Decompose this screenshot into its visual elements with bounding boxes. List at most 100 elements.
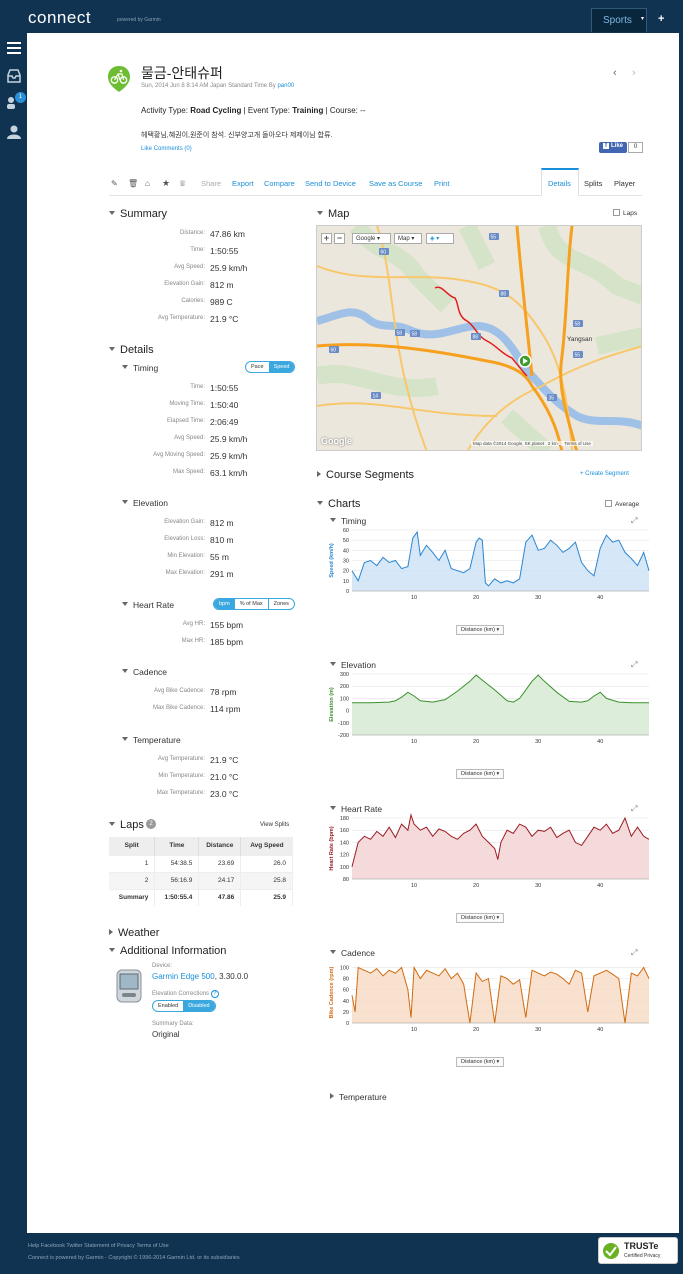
- help-icon[interactable]: ?: [210, 990, 219, 998]
- trash-icon[interactable]: 🗑: [128, 179, 139, 188]
- elevation-subheader[interactable]: Elevation: [122, 498, 168, 508]
- table-row-summary[interactable]: Summary 1:50:55.4 47.86 25.9: [109, 888, 293, 906]
- zoom-out-button[interactable]: −: [334, 233, 345, 244]
- distance-axis-select[interactable]: Distance (km) ▾: [456, 1057, 505, 1067]
- expand-chart-icon[interactable]: ⤢: [631, 804, 638, 813]
- send-to-device-button[interactable]: Send to Device: [305, 179, 356, 188]
- timing-subheader[interactable]: Timing: [122, 363, 158, 373]
- export-button[interactable]: Export: [232, 179, 254, 188]
- expand-chart-icon[interactable]: ⤢: [631, 660, 638, 669]
- pace-option[interactable]: Pace: [251, 364, 264, 370]
- footer-links[interactable]: Help Facebook Twitter Statement of Priva…: [28, 1243, 169, 1249]
- activity-type[interactable]: Road Cycling: [190, 106, 242, 115]
- zones-option[interactable]: Zones: [273, 601, 289, 607]
- stat-label: Max Temperature:: [156, 790, 205, 796]
- compare-button[interactable]: Compare: [264, 179, 295, 188]
- speed-option[interactable]: Speed: [268, 362, 295, 372]
- disabled-option[interactable]: Disabled: [183, 1001, 215, 1011]
- chart-2[interactable]: 80 100 120 140 160 180 10 20 30 40 Heart Rate (bpm…: [325, 794, 655, 919]
- distance-axis-select[interactable]: Distance (km) ▾: [456, 625, 505, 635]
- map-header[interactable]: Map: [317, 208, 349, 220]
- connect-logo[interactable]: connect: [28, 8, 92, 27]
- distance-axis-select[interactable]: Distance (km) ▾: [456, 769, 505, 779]
- charts-header[interactable]: Charts: [317, 498, 360, 510]
- average-checkbox[interactable]: Average: [605, 500, 639, 508]
- user-link[interactable]: pan00: [277, 83, 295, 89]
- laps-header[interactable]: Laps: [109, 819, 144, 831]
- course-segments-header[interactable]: Course Segments: [317, 469, 414, 481]
- comments-link[interactable]: Comments (0): [153, 146, 192, 152]
- x-tick-label: 30: [535, 739, 541, 745]
- sports-menu-button[interactable]: Sports: [591, 8, 647, 32]
- device-link[interactable]: Garmin Edge 500: [152, 972, 215, 981]
- course-value[interactable]: --: [360, 106, 366, 115]
- additional-info-header[interactable]: Additional Information: [109, 945, 226, 957]
- trophy-icon[interactable]: ♕: [179, 179, 187, 188]
- expand-chart-icon[interactable]: ⤢: [631, 516, 638, 525]
- google-layer-select[interactable]: Google ▾: [352, 233, 391, 244]
- share-button[interactable]: Share: [201, 179, 222, 188]
- stat-label: Avg Speed:: [174, 435, 205, 441]
- column-header[interactable]: Time: [154, 837, 200, 855]
- temperature-subheader[interactable]: Temperature: [122, 735, 181, 745]
- map-canvas[interactable]: Yangsan 55 60 58 55 88 35 60 88 14 58 58: [317, 226, 642, 451]
- truste-badge[interactable]: TRUSTe Certified Privacy: [598, 1237, 678, 1264]
- weather-header[interactable]: Weather: [109, 927, 159, 939]
- next-activity-icon[interactable]: ›: [632, 67, 636, 79]
- chevron-down-icon[interactable]: ▾: [641, 16, 645, 22]
- column-header[interactable]: Split: [109, 837, 156, 855]
- save-as-course-button[interactable]: Save as Course: [369, 179, 423, 188]
- equipment-icon[interactable]: ⌂: [145, 179, 150, 188]
- summary-header[interactable]: Summary: [109, 208, 167, 220]
- hr-unit-toggle[interactable]: bpm% of Max Zones: [213, 598, 295, 610]
- chart-3[interactable]: 0 20 40 60 80 100 10 20 30 40 Bike Cadence (rpm): [325, 938, 655, 1063]
- column-header[interactable]: Avg Speed: [240, 837, 293, 855]
- prev-activity-icon[interactable]: ‹: [613, 67, 617, 79]
- details-header[interactable]: Details: [109, 344, 154, 356]
- tab-player[interactable]: Player: [614, 179, 636, 188]
- layers-icon[interactable]: ◈ ▾: [426, 233, 454, 244]
- zoom-in-button[interactable]: +: [321, 233, 332, 244]
- view-splits-link[interactable]: View Splits: [260, 822, 290, 828]
- bpm-option[interactable]: bpm: [214, 599, 235, 609]
- heart-rate-subheader[interactable]: Heart Rate: [122, 600, 174, 610]
- facebook-like-button[interactable]: f Like: [599, 142, 628, 153]
- like-link[interactable]: Like: [141, 146, 153, 152]
- chart-title-0[interactable]: Timing: [330, 516, 366, 526]
- user-icon[interactable]: [6, 125, 22, 139]
- event-type[interactable]: Training: [292, 106, 324, 115]
- chart-title-1[interactable]: Elevation: [330, 660, 376, 670]
- connections-icon[interactable]: [6, 95, 22, 109]
- pace-speed-toggle[interactable]: Pace Speed: [245, 361, 296, 373]
- create-segment-link[interactable]: + Create Segment: [580, 471, 629, 477]
- table-row[interactable]: 2 56:16.9 24.17 25.8: [109, 871, 293, 889]
- y-tick-label: 120: [340, 853, 349, 859]
- column-header[interactable]: Distance: [198, 837, 242, 855]
- table-row[interactable]: 1 54:38.5 23.69 26.0: [109, 854, 293, 872]
- chart-title-3[interactable]: Cadence: [330, 948, 375, 958]
- print-button[interactable]: Print: [434, 179, 450, 188]
- add-button[interactable]: +: [658, 13, 665, 25]
- chart-1[interactable]: -200 -100 0 100 200 300 10 20 30 40 Elevation (m): [325, 650, 655, 775]
- menu-icon[interactable]: [6, 41, 22, 55]
- percent-max-option[interactable]: % of Max: [235, 599, 269, 609]
- enabled-option[interactable]: Enabled: [158, 1003, 179, 1009]
- chart-0[interactable]: 0 10 20 30 40 50 60 10 20 30 40 Speed (km/h): [325, 506, 655, 631]
- laps-checkbox[interactable]: Laps: [613, 209, 637, 217]
- elevation-corrections-toggle[interactable]: Enabled Disabled: [152, 1000, 216, 1012]
- tab-splits[interactable]: Splits: [584, 179, 603, 188]
- map-type-select[interactable]: Map ▾: [394, 233, 422, 244]
- activity-description[interactable]: 헤택황님,혜권이,원준이 참석. 신부양고개 돌아오다 제제이님 합류.: [141, 132, 333, 139]
- tab-details[interactable]: Details: [541, 168, 579, 196]
- star-icon[interactable]: ★: [162, 178, 171, 188]
- cadence-subheader[interactable]: Cadence: [122, 667, 167, 677]
- distance-axis-select[interactable]: Distance (km) ▾: [456, 913, 505, 923]
- activity-title[interactable]: 물금-안태슈퍼: [141, 65, 223, 81]
- edit-icon[interactable]: ✎: [111, 179, 118, 188]
- x-tick-label: 20: [473, 883, 479, 889]
- temperature-chart-header[interactable]: Temperature: [330, 1092, 387, 1102]
- inbox-icon[interactable]: [6, 69, 22, 83]
- expand-chart-icon[interactable]: ⤢: [631, 948, 638, 957]
- chart-title-2[interactable]: Heart Rate: [330, 804, 382, 814]
- route-map[interactable]: Yangsan 55 60 58 55 88 35 60 88 14 58 58…: [316, 225, 642, 451]
